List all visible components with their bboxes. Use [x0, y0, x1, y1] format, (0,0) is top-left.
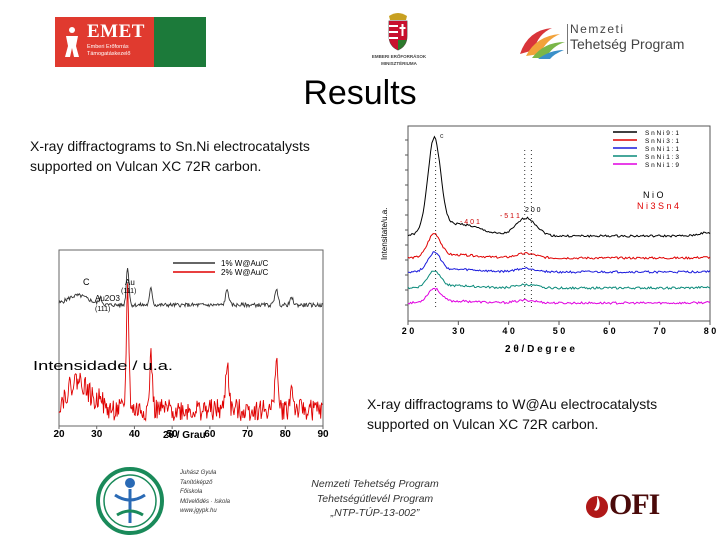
chart1-x-tick-label: 4 0 — [502, 326, 515, 336]
ntp-logo: Nemzeti Tehetség Program — [518, 18, 696, 64]
chart1-ticks: 2 0 3 0 4 0 5 0 6 0 7 0 8 0 — [402, 139, 717, 336]
chart2-annot-c: C — [83, 277, 90, 287]
chart1-annot-401: - 4 0 1 — [460, 219, 480, 226]
ministry-line-2: MINISZTÉRIUMA — [381, 61, 417, 66]
emet-word: EMET — [87, 21, 145, 42]
emet-logo: EMET Emberi Erőforrás Támogatáskezelő — [55, 17, 206, 67]
chart1-series-lines — [407, 135, 711, 305]
school-logo: Juhász Gyula Tanítóképző Főiskola Művelő… — [95, 465, 260, 537]
chart1-series-line — [407, 270, 711, 290]
chart1-series-line — [408, 251, 711, 274]
ntp-line-1: Nemzeti — [570, 22, 625, 36]
chart1-series-line — [407, 233, 711, 260]
chart1-annot-200: 2 0 0 — [525, 207, 541, 214]
chart1-series-line — [407, 135, 711, 238]
school-line-3: Főiskola — [180, 489, 203, 495]
chart2-x-tick-label: 80 — [280, 429, 292, 440]
chart2-x-tick-label: 50 — [167, 429, 179, 440]
chart1-legend-label: S n N i 1 : 9 — [645, 162, 679, 169]
chart2-legend-label: 2% W@Au/C — [221, 268, 268, 277]
school-text: Juhász Gyula Tanítóképző Főiskola Művelő… — [180, 469, 260, 517]
chart2-xlabel: 2θ / Grau — [163, 430, 206, 440]
chart1-legend-label: S n N i 9 : 1 — [645, 130, 679, 137]
ofi-drop-icon — [586, 496, 608, 518]
chart1-x-tick-label: 8 0 — [704, 326, 717, 336]
chart1-legend: S n N i 9 : 1S n N i 3 : 1S n N i 1 : 1S… — [613, 130, 679, 169]
chart1-annot-c: c — [440, 133, 444, 140]
chart1-x-tick-label: 7 0 — [653, 326, 666, 336]
chart2-annot-au: Au — [125, 278, 135, 287]
school-line-4: Művelődés · Iskola — [180, 498, 231, 505]
chart1-x-tick-label: 2 0 — [402, 326, 415, 336]
chart1-legend-label: S n N i 1 : 3 — [645, 154, 679, 161]
chart1-series-line — [407, 287, 711, 305]
chart1-annot-511: - 5 1 1 — [500, 213, 520, 220]
chart2-ticks: 20 30 40 50 60 70 80 90 — [53, 426, 329, 440]
school-line-5: www.jgypk.hu — [180, 508, 217, 514]
chart1-x-tick-label: 5 0 — [553, 326, 566, 336]
school-emblem-icon — [96, 467, 164, 535]
school-line-2: Tanítóképző — [180, 479, 213, 486]
footer-line-2: Tehetségútlevél Program — [316, 492, 434, 505]
coat-of-arms-icon — [388, 13, 408, 51]
school-line-1: Juhász Gyula — [180, 470, 217, 476]
emet-green-block — [154, 17, 206, 67]
chart2-series-line — [58, 283, 323, 422]
footer-line-3: „NTP-TÚP-13-002” — [330, 507, 420, 519]
chart1-reference-dots — [435, 150, 532, 310]
slide-title: Results — [303, 74, 417, 112]
chart1-ylabel: Intensitate/u.a. — [380, 208, 389, 260]
ntp-line-2: Tehetség Program — [570, 36, 685, 52]
ministry-line-1: EMBERI ERŐFORRÁSOK — [371, 54, 427, 59]
chart2-legend: 1% W@Au/C2% W@Au/C — [173, 259, 268, 277]
chart1-x-tick-label: 6 0 — [603, 326, 616, 336]
chart2-series-line — [58, 268, 323, 309]
footer-line-1: Nemzeti Tehetség Program — [311, 478, 439, 490]
chart2-plot-frame — [58, 249, 324, 427]
ntp-swirl-icon — [520, 28, 565, 59]
chart2-series-lines — [58, 268, 323, 422]
chart2-annot-au2o3-111: (111) — [95, 306, 110, 313]
chart1-legend-label: S n N i 3 : 1 — [645, 138, 679, 145]
chart1-legend-label: S n N i 1 : 1 — [645, 146, 679, 153]
chart2-x-tick-label: 90 — [317, 429, 329, 440]
chart2-x-tick-label: 60 — [204, 429, 216, 440]
chart1-xlabel: 2 θ / D e g r e e — [505, 344, 575, 355]
chart2-overlay-label: Intensidade / u.a. — [33, 358, 173, 373]
caption-wau: X-ray diffractograms to W@Au electrocata… — [367, 396, 658, 432]
chart2-x-tick-label: 70 — [242, 429, 254, 440]
footer-program-text: Nemzeti Tehetség Program Tehetségútlevél… — [300, 477, 450, 521]
chart1-annot-ni3sn4: N i 3 S n 4 — [637, 201, 679, 211]
chart2-annot-au2o3: Au2O3 — [95, 294, 120, 303]
chart2-annot-au111: (111) — [121, 288, 136, 295]
chart2-x-tick-label: 20 — [53, 429, 65, 440]
ministry-logo: EMBERI ERŐFORRÁSOK MINISZTÉRIUMA — [355, 12, 443, 70]
chart1-x-tick-label: 3 0 — [452, 326, 465, 336]
snni-xrd-chart: Intensitate/u.a. 2 0 3 0 4 0 5 0 6 0 7 0 8 0 S… — [380, 125, 717, 355]
emet-subtitle: Emberi Erőforrás Támogatáskezelő — [87, 44, 131, 57]
ofi-logo: OFI — [585, 488, 660, 522]
emet-figure-icon — [65, 27, 79, 57]
ofi-word: OFI — [609, 488, 660, 521]
chart2-legend-label: 1% W@Au/C — [221, 259, 268, 268]
ntp-divider — [567, 24, 568, 54]
chart1-annot-nio: N i O — [643, 190, 664, 200]
chart2-x-tick-label: 30 — [91, 429, 103, 440]
wau-xrd-chart: 20 30 40 50 60 70 80 90 1% W@Au/C2% W@Au/C C Au… — [33, 249, 329, 440]
chart2-x-tick-label: 40 — [129, 429, 141, 440]
caption-snni: X-ray diffractograms to Sn.Ni electrocat… — [30, 138, 310, 174]
